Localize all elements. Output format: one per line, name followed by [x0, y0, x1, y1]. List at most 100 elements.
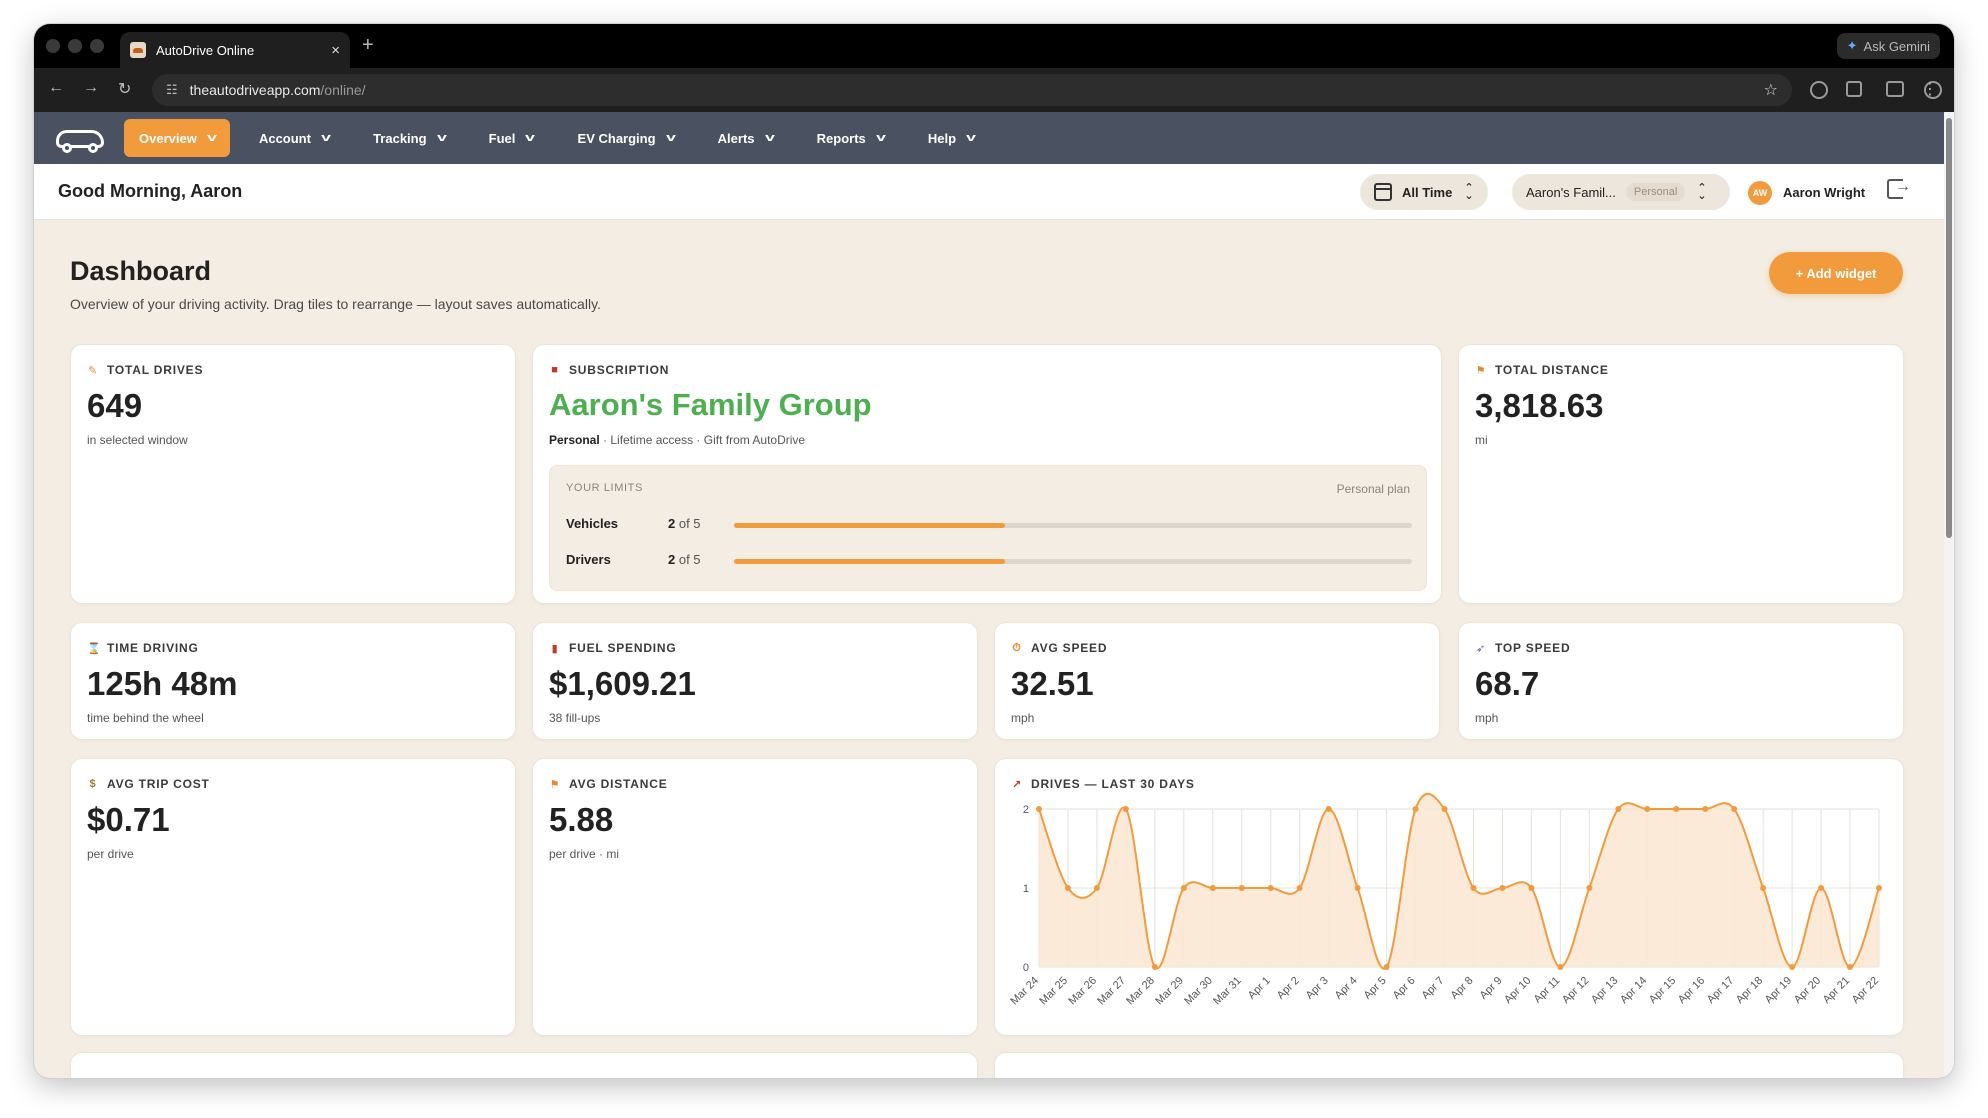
page-scrollbar[interactable]: [1944, 112, 1954, 1078]
y-tick-label: 1: [1023, 883, 1029, 895]
drives-point: [1267, 885, 1274, 891]
avg-speed-card[interactable]: ⏱ AVG SPEED 32.51 mph: [994, 622, 1440, 740]
card-subtext: 38 fill-ups: [549, 711, 601, 725]
nav-reports[interactable]: Reports v: [802, 119, 899, 157]
logout-icon[interactable]: [1887, 178, 1911, 199]
drives-by-day-card[interactable]: [70, 1052, 978, 1078]
drives-point: [1615, 806, 1622, 812]
browser-tab[interactable]: AutoDrive Online ×: [120, 32, 350, 68]
drives-point: [1296, 885, 1303, 891]
site-settings-icon[interactable]: ☷: [166, 82, 178, 97]
group-select[interactable]: Aaron's Famil... Personal ⌃ ⌄: [1512, 174, 1730, 210]
up-down-chevron-icon: ⌃ ⌄: [1697, 182, 1707, 202]
card-label: TOTAL DRIVES: [107, 363, 204, 377]
subscription-detail: Personal · Lifetime access · Gift from A…: [549, 433, 805, 447]
user-name[interactable]: Aaron Wright: [1783, 185, 1866, 200]
drives-point: [1209, 885, 1216, 891]
app-navbar: Overview v Account v Tracking v Fuel v EV Ch…: [34, 112, 1944, 164]
minimize-window-button[interactable]: [68, 39, 82, 53]
scrollbar-thumb[interactable]: [1946, 118, 1952, 538]
drives-point: [1789, 964, 1796, 970]
maximize-window-button[interactable]: [90, 39, 104, 53]
avg-trip-cost-card[interactable]: $ AVG TRIP COST $0.71 per drive: [70, 758, 516, 1036]
profile-icon[interactable]: [1924, 81, 1942, 99]
avg-distance-card[interactable]: ⚑ AVG DISTANCE 5.88 per drive · mi: [532, 758, 978, 1036]
nav-reports-label: Reports: [816, 130, 866, 146]
ask-gemini-button[interactable]: ✦ Ask Gemini: [1836, 33, 1940, 59]
limit-name: Drivers: [566, 552, 611, 567]
nav-overview-label: Overview: [139, 130, 197, 146]
limit-progress-fill: [734, 559, 1006, 564]
url-bar[interactable]: ☷ theautodriveapp.com/online/ ☆: [152, 74, 1792, 106]
date-range-select[interactable]: All Time ⌃ ⌄: [1360, 174, 1488, 210]
drives-point: [1441, 806, 1448, 812]
card-label: FUEL SPENDING: [569, 641, 677, 655]
total-drives-card[interactable]: ✎ TOTAL DRIVES 649 in selected window: [70, 344, 516, 604]
card-subtext: mph: [1475, 711, 1499, 725]
card-subtext: mi: [1475, 433, 1488, 447]
card-label: SUBSCRIPTION: [569, 363, 670, 377]
card-subtext: per drive · mi: [549, 847, 620, 861]
page-description: Overview of your driving activity. Drag …: [70, 296, 601, 312]
card-label: AVG DISTANCE: [569, 777, 668, 791]
nav-fuel[interactable]: Fuel v: [474, 119, 549, 157]
chevron-down-icon: v: [875, 132, 886, 144]
nav-ev-charging[interactable]: EV Charging v: [563, 119, 689, 157]
drives-chart-card[interactable]: ↗ DRIVES — LAST 30 DAYS 0 1 2 Mar 24 Mar 25 Ma…: [994, 758, 1904, 1036]
total-distance-card[interactable]: ⚑ TOTAL DISTANCE 3,818.63 mi: [1458, 344, 1904, 604]
card-value: 649: [87, 387, 143, 424]
chevron-down-icon: v: [665, 132, 676, 144]
limit-count: 2 of 5: [668, 552, 701, 567]
nav-tracking[interactable]: Tracking v: [358, 119, 460, 157]
x-tick-label: Apr 8: [1449, 975, 1476, 1002]
avatar[interactable]: AW: [1748, 181, 1772, 205]
subscription-card[interactable]: ■ SUBSCRIPTION Aaron's Family Group Perso…: [532, 344, 1442, 604]
new-tab-button[interactable]: +: [362, 34, 374, 56]
sparkle-icon: ✦: [1846, 38, 1858, 53]
nav-fuel-label: Fuel: [488, 130, 516, 146]
forward-arrow-icon[interactable]: →: [83, 79, 99, 96]
nav-help[interactable]: Help v: [913, 119, 989, 157]
top-speed-card[interactable]: ➶ TOP SPEED 68.7 mph: [1458, 622, 1904, 740]
x-tick-label: Mar 26: [1066, 975, 1099, 1008]
chevron-down-icon: v: [966, 132, 977, 144]
close-window-button[interactable]: [46, 39, 60, 53]
nav-overview[interactable]: Overview v: [124, 119, 230, 157]
limit-row-drivers: Drivers 2 of 5: [566, 552, 1412, 570]
limit-used: 2: [668, 516, 676, 531]
card-subtext: mph: [1011, 711, 1035, 725]
url-path: /online/: [320, 82, 366, 98]
nav-alerts-label: Alerts: [717, 130, 755, 146]
autodrive-logo-icon[interactable]: [52, 121, 108, 155]
bookmark-star-icon[interactable]: ☆: [1763, 82, 1778, 99]
tab-search-icon[interactable]: [1886, 81, 1904, 97]
drives-point: [1470, 885, 1477, 891]
chart-icon: ↗: [1011, 778, 1023, 791]
nav-account[interactable]: Account v: [244, 119, 344, 157]
extensions-puzzle-icon[interactable]: [1846, 81, 1862, 97]
card-value: 68.7: [1475, 665, 1540, 702]
extension-s-icon[interactable]: [1810, 81, 1828, 99]
browser-menu-icon[interactable]: ⋮: [1922, 81, 1938, 98]
drives-point: [1383, 964, 1390, 970]
drives-point: [1325, 806, 1332, 812]
drives-point: [1093, 885, 1100, 891]
reload-icon[interactable]: ↻: [118, 81, 132, 98]
drives-point: [1760, 885, 1767, 891]
limit-of: of 5: [675, 516, 701, 531]
nav-tracking-label: Tracking: [373, 130, 427, 146]
card-value: 32.51: [1011, 665, 1094, 702]
time-driving-card[interactable]: ⌛ TIME DRIVING 125h 48m time behind the w…: [70, 622, 516, 740]
sub-header: Good Morning, Aaron All Time ⌃ ⌄ Aaron's …: [34, 164, 1944, 220]
drives-by-time-card[interactable]: [994, 1052, 1904, 1078]
nav-alerts[interactable]: Alerts v: [703, 119, 788, 157]
fuel-spending-card[interactable]: ▮ FUEL SPENDING $1,609.21 38 fill-ups: [532, 622, 978, 740]
card-subtext: per drive: [87, 847, 134, 861]
card-value: 3,818.63: [1475, 387, 1604, 424]
add-widget-button[interactable]: + Add widget: [1769, 252, 1903, 294]
tab-close-icon[interactable]: ×: [331, 41, 340, 59]
chevron-down-icon: v: [206, 132, 217, 144]
drives-point: [1528, 885, 1535, 891]
back-arrow-icon[interactable]: ←: [48, 79, 64, 96]
